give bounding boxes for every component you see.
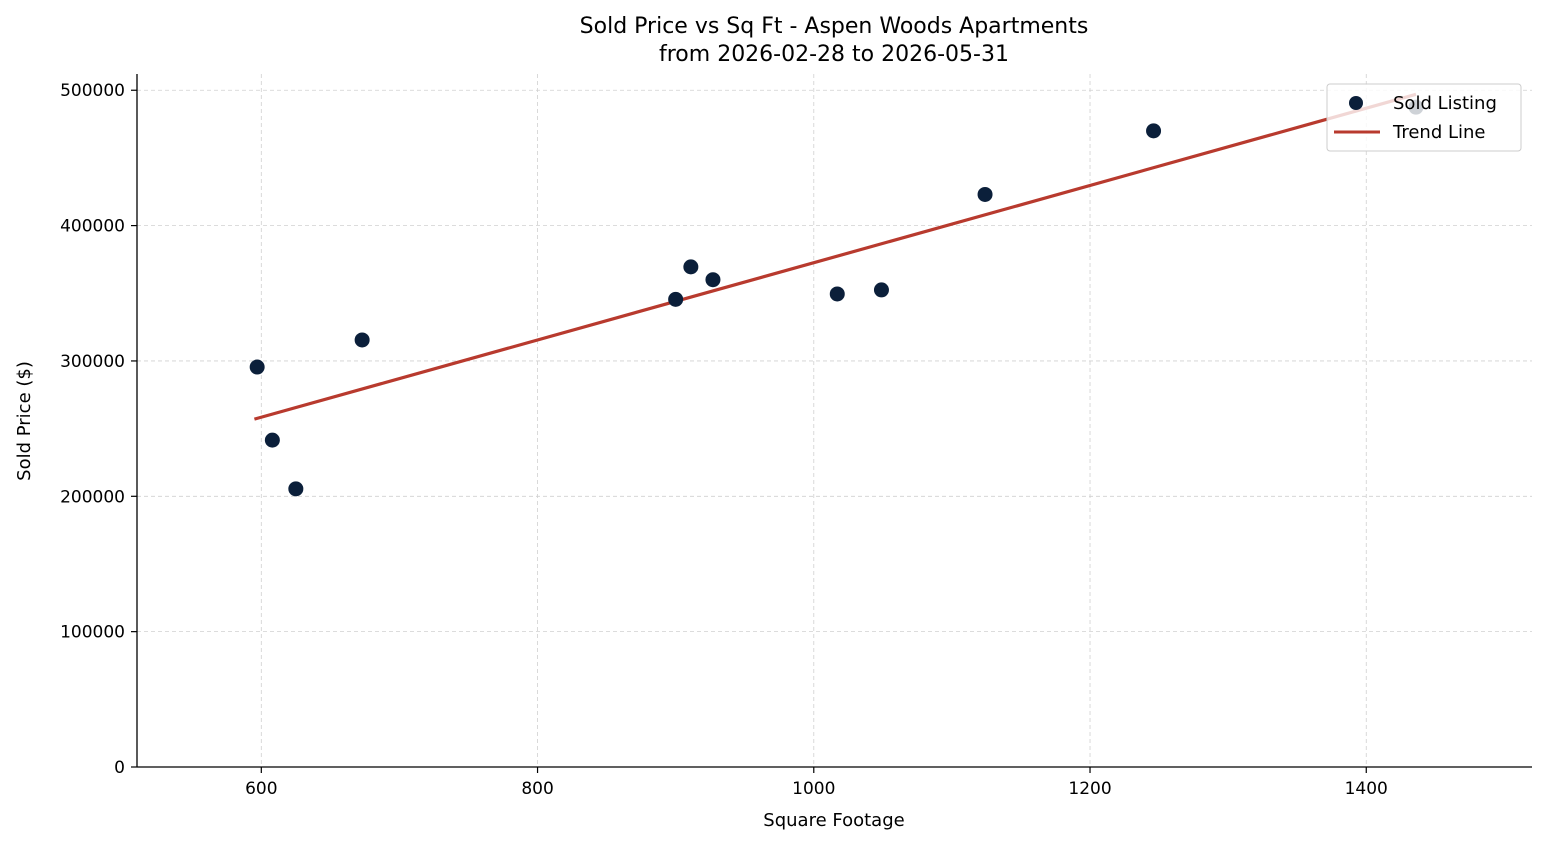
y-tick-label: 400000: [60, 217, 125, 237]
legend-marker-sold-listing: [1349, 96, 1363, 110]
legend-label-sold-listing: Sold Listing: [1393, 93, 1497, 114]
data-point: [683, 259, 699, 275]
data-point: [249, 359, 265, 375]
data-point: [705, 272, 721, 288]
chart-subtitle: from 2026-02-28 to 2026-05-31: [659, 42, 1009, 67]
grid: [137, 74, 1532, 767]
data-point: [1146, 123, 1162, 139]
axis-ticks: 600 800 1000 1200 1400 0 100000 200000 300000 400…: [60, 81, 1388, 799]
y-tick-label: 300000: [60, 352, 125, 372]
y-axis-label: Sold Price ($): [14, 361, 35, 481]
x-tick-label: 1000: [792, 779, 835, 799]
x-tick-label: 1200: [1068, 779, 1111, 799]
data-point: [977, 186, 993, 202]
x-tick-label: 800: [521, 779, 553, 799]
y-tick-label: 100000: [60, 623, 125, 643]
data-point: [264, 432, 280, 448]
x-tick-label: 600: [245, 779, 277, 799]
data-point: [354, 332, 370, 348]
y-tick-label: 500000: [60, 81, 125, 101]
y-tick-label: 0: [114, 758, 125, 778]
data-point: [829, 286, 845, 302]
legend-label-trend-line: Trend Line: [1392, 122, 1486, 143]
data-point: [668, 291, 684, 307]
sold-listing-series: [249, 99, 1424, 497]
x-axis-label: Square Footage: [763, 810, 904, 831]
data-point: [873, 282, 889, 298]
legend: Sold Listing Trend Line: [1326, 83, 1522, 152]
trend-line-series: [253, 92, 1417, 421]
data-point: [288, 481, 304, 497]
chart-title: Sold Price vs Sq Ft - Aspen Woods Apartm…: [580, 14, 1089, 39]
trend-line: [253, 92, 1417, 421]
y-tick-label: 200000: [60, 487, 125, 507]
x-tick-label: 1400: [1345, 779, 1388, 799]
legend-box: [1326, 83, 1522, 152]
